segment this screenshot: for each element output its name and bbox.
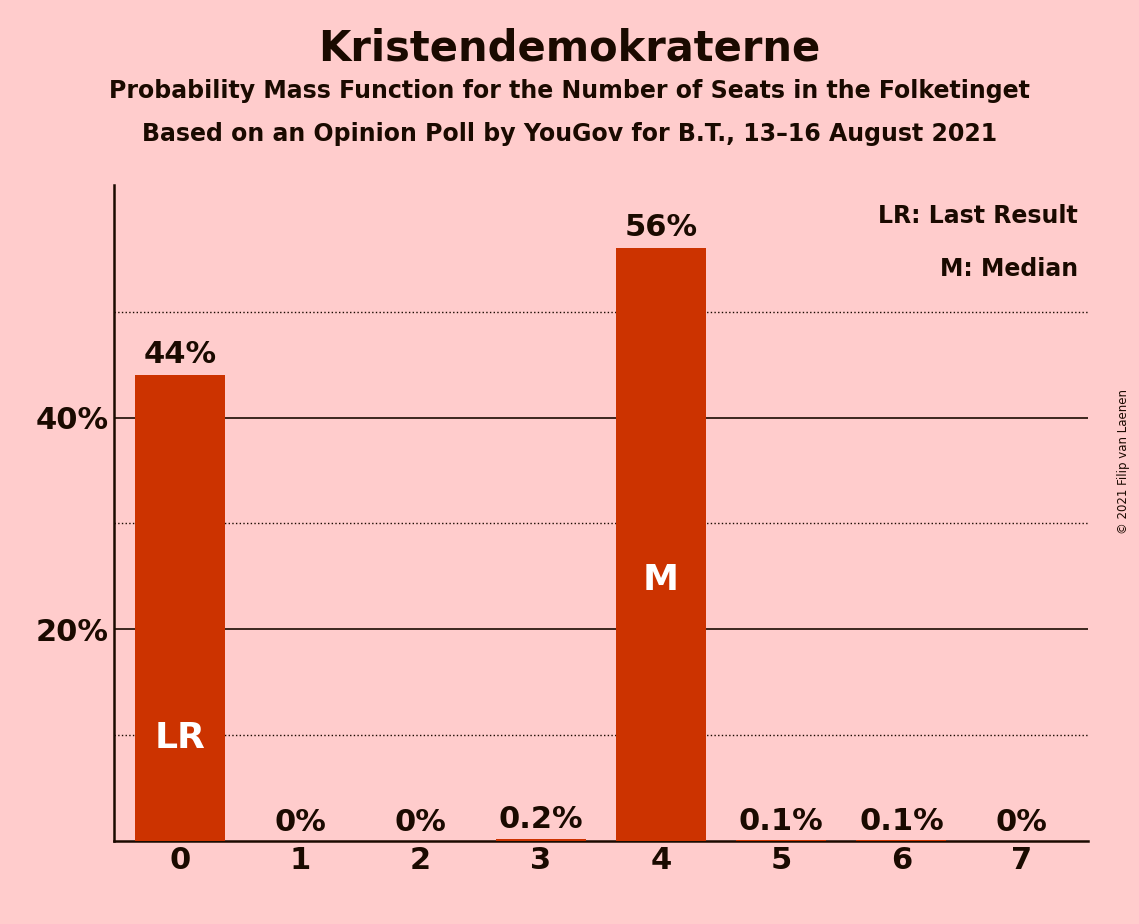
Bar (616, 249, 706, 841)
Text: 0.1%: 0.1% (739, 807, 823, 835)
Text: LR: Last Result: LR: Last Result (878, 204, 1077, 228)
Text: M: Median: M: Median (940, 257, 1077, 281)
Text: M: M (642, 563, 679, 597)
Text: Based on an Opinion Poll by YouGov for B.T., 13–16 August 2021: Based on an Opinion Poll by YouGov for B… (142, 122, 997, 146)
Text: 0.1%: 0.1% (859, 807, 944, 835)
Bar (495, 839, 585, 841)
Text: 56%: 56% (624, 213, 697, 242)
Text: 0.2%: 0.2% (499, 806, 583, 834)
Text: 0%: 0% (995, 808, 1048, 836)
Text: 44%: 44% (144, 340, 216, 369)
Text: LR: LR (155, 722, 205, 756)
Text: 0%: 0% (274, 808, 326, 836)
Text: Probability Mass Function for the Number of Seats in the Folketinget: Probability Mass Function for the Number… (109, 79, 1030, 103)
Bar (134, 375, 226, 841)
Bar (736, 840, 826, 841)
Text: 0%: 0% (394, 808, 446, 836)
Text: Kristendemokraterne: Kristendemokraterne (319, 28, 820, 69)
Text: © 2021 Filip van Laenen: © 2021 Filip van Laenen (1117, 390, 1130, 534)
Bar (857, 840, 947, 841)
